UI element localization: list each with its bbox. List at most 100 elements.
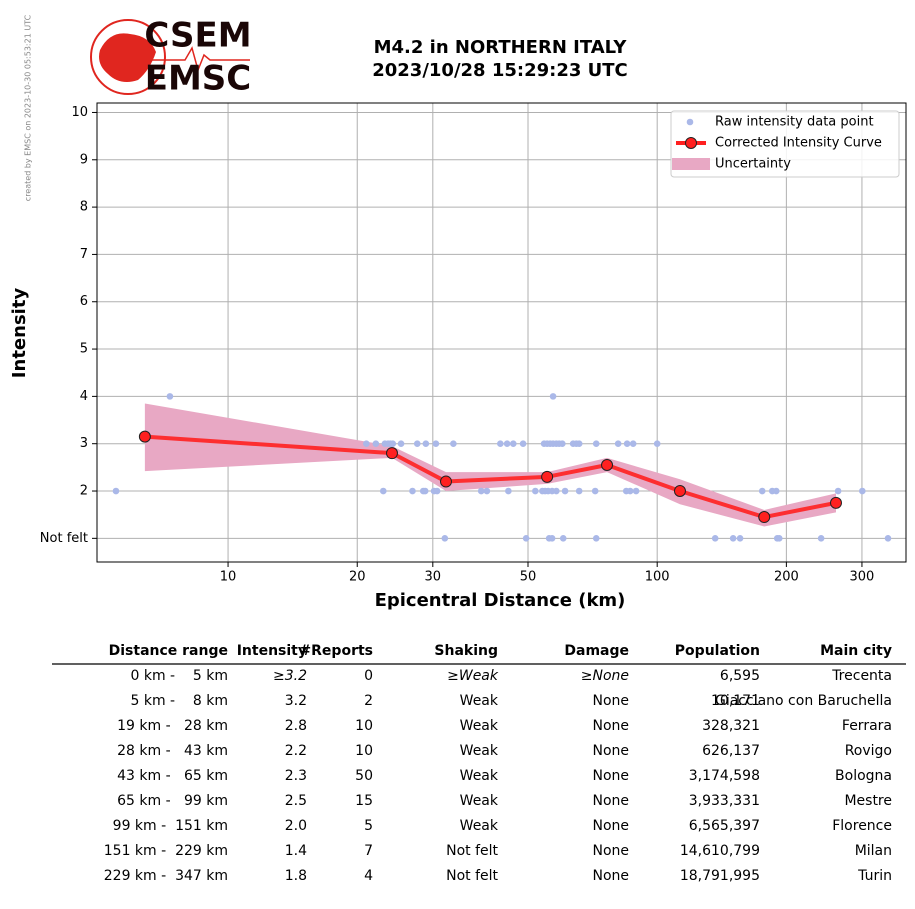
- table-cell: Ferrara: [842, 718, 892, 734]
- data-point: [422, 440, 430, 448]
- table-cell: Not felt: [446, 843, 498, 859]
- data-point: [736, 535, 744, 542]
- data-point: [772, 487, 780, 495]
- table-cell: Bologna: [835, 768, 892, 784]
- data-point: [575, 487, 583, 495]
- table-cell: 626,137: [702, 743, 760, 759]
- data-point: [553, 487, 560, 495]
- table-cell: 1.8: [285, 868, 307, 884]
- data-point: [477, 487, 485, 495]
- table-cell: 4: [364, 868, 373, 884]
- table-cell: None: [592, 818, 629, 834]
- table-cell: 2.8: [285, 718, 307, 734]
- table-cell: 10: [355, 718, 373, 734]
- table-cell: None: [592, 718, 629, 734]
- data-point: [614, 440, 622, 448]
- legend-marker: [686, 118, 694, 126]
- x-tick-label: 20: [349, 570, 366, 585]
- table-cell: 0 km - 5 km: [130, 668, 228, 684]
- table-cell: Weak: [460, 693, 499, 709]
- table-cell: 7: [364, 843, 373, 859]
- data-point: [623, 440, 631, 448]
- legend-label: Corrected Intensity Curve: [715, 136, 882, 151]
- data-point: [592, 440, 600, 448]
- data-point: [775, 535, 783, 542]
- table-cell: Weak: [460, 743, 499, 759]
- table-cell: Weak: [460, 768, 499, 784]
- y-tick-label: 8: [80, 200, 88, 215]
- data-point: [591, 487, 599, 495]
- data-point: [441, 535, 449, 542]
- table-cell: 10,171: [711, 693, 760, 709]
- table-cell: 43 km - 65 km: [117, 768, 228, 784]
- data-point: [409, 487, 416, 495]
- table-cell: Weak: [460, 718, 499, 734]
- y-tick-label: 6: [80, 294, 88, 309]
- data-point: [548, 535, 556, 542]
- table-cell: 18,791,995: [680, 868, 760, 884]
- logo-ring: [90, 19, 166, 95]
- logo-map: [99, 33, 156, 82]
- table-header: #Reports: [299, 643, 373, 659]
- curve-marker: [541, 470, 554, 483]
- table-cell: 5: [364, 818, 373, 834]
- data-point: [575, 440, 583, 448]
- table-cell: ≥3.2: [273, 668, 307, 684]
- table-cell: None: [592, 768, 629, 784]
- table-cell: Trecenta: [831, 668, 892, 684]
- curve-marker: [385, 447, 398, 460]
- curve-marker: [673, 485, 686, 498]
- table-cell: Milan: [855, 843, 892, 859]
- table-cell: 151 km - 229 km: [104, 843, 228, 859]
- data-point: [497, 440, 504, 448]
- curve-marker: [829, 496, 842, 509]
- data-point: [729, 535, 737, 542]
- curve-marker: [138, 430, 151, 443]
- y-tick-label: Not felt: [40, 531, 88, 546]
- table-cell: 99 km - 151 km: [113, 818, 228, 834]
- y-tick-label: 10: [71, 105, 88, 120]
- table-cell: 19 km - 28 km: [117, 718, 228, 734]
- data-point: [592, 535, 600, 542]
- y-tick-label: 2: [80, 484, 88, 499]
- table-header: Main city: [820, 643, 892, 659]
- table-cell: 3,174,598: [689, 768, 760, 784]
- data-point: [711, 535, 719, 542]
- watermark: created by EMSC on 2023-10-30 05:53:21 U…: [24, 14, 33, 201]
- table-cell: 2.2: [285, 743, 307, 759]
- table-cell: None: [592, 868, 629, 884]
- table-cell: ≥Weak: [447, 668, 499, 684]
- data-point: [532, 487, 539, 495]
- data-point: [653, 440, 661, 448]
- y-tick-label: 9: [80, 152, 88, 167]
- data-point: [421, 487, 429, 495]
- x-axis-label: Epicentral Distance (km): [375, 590, 626, 611]
- table-cell: 2.3: [285, 768, 307, 784]
- table-cell: 2.5: [285, 793, 307, 809]
- table-cell: 6,595: [720, 668, 760, 684]
- table-cell: ≥None: [581, 668, 629, 684]
- table-cell: Turin: [857, 868, 892, 884]
- table-cell: Giacciano con Baruchella: [715, 693, 892, 709]
- table-cell: None: [592, 793, 629, 809]
- plot-frame: [96, 102, 907, 563]
- table-cell: 14,610,799: [680, 843, 760, 859]
- data-point: [483, 487, 491, 495]
- table-cell: Weak: [460, 793, 499, 809]
- table-header: Intensity: [237, 643, 307, 659]
- table-cell: 3,933,331: [689, 793, 760, 809]
- legend-label: Uncertainty: [715, 157, 791, 172]
- x-tick-label: 100: [645, 570, 670, 585]
- table-cell: None: [592, 843, 629, 859]
- table-cell: 28 km - 43 km: [117, 743, 228, 759]
- x-tick-label: 50: [520, 570, 537, 585]
- data-point: [503, 440, 511, 448]
- data-point: [561, 487, 569, 495]
- data-point: [450, 440, 457, 448]
- table-cell: Florence: [832, 818, 892, 834]
- table-cell: 65 km - 99 km: [117, 793, 228, 809]
- data-point: [432, 440, 440, 448]
- data-point: [626, 487, 634, 495]
- data-point: [519, 440, 527, 448]
